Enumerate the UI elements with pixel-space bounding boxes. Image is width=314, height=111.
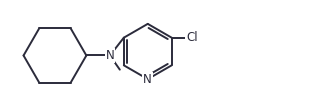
Text: N: N — [106, 49, 114, 62]
Text: Cl: Cl — [186, 31, 198, 44]
Text: N: N — [143, 73, 152, 86]
